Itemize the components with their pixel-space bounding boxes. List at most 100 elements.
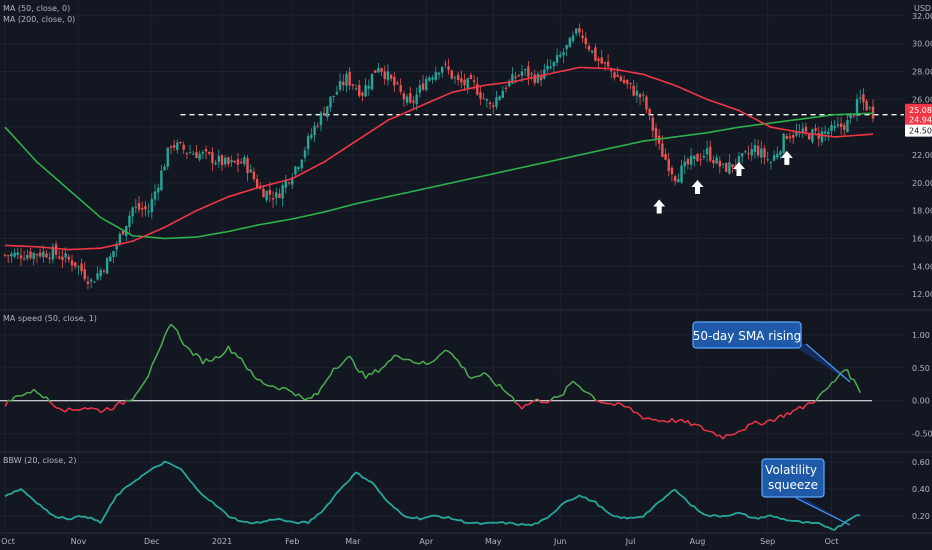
ma-speed-segment [639,414,644,420]
candle-body [450,70,453,79]
candle-body [546,65,549,70]
candle-body [686,159,690,165]
candle-body [211,152,214,164]
candle-body [696,153,699,162]
candle-body [169,146,173,148]
candle-body [208,151,211,154]
ma-speed-segment [132,394,137,401]
candle-body [185,152,189,154]
candle-body [817,133,820,139]
candle-body [795,131,798,136]
candle-body [514,76,517,79]
ma-speed-segment [202,358,207,365]
ma-speed-segment [856,385,861,394]
ma-speed-segment [757,422,762,426]
ma-speed-segment [387,359,392,363]
candle-body [488,102,492,105]
candle-body [335,91,339,95]
candle-body [833,126,836,129]
ma-speed-segment [805,401,810,406]
x-tick-label: Nov [71,537,87,546]
ma-speed-segment [658,419,663,423]
ma-speed-segment [144,375,150,382]
candle-body [26,254,29,259]
x-tick-label: Jun [553,537,567,546]
ma-speed-segment [716,434,720,437]
candle-body [80,263,83,272]
candle-body [421,83,425,90]
candle-body [354,88,358,90]
ma-speed-segment [381,365,386,369]
candle-body [70,260,74,266]
ma-speed-segment [147,365,153,376]
up-arrow-marker [653,199,666,214]
ma-speed-segment [189,349,194,356]
ma-speed-segment [326,374,332,380]
price-tag-box [905,113,932,126]
ma-speed-segment [448,350,453,355]
candle-body [188,152,192,154]
ma-speed-segment [498,383,504,390]
candle-body [249,169,252,173]
y-tick-label: 30.00 [912,40,932,49]
annotation-sma-rising-text: 50-day SMA rising [693,329,802,343]
candle-body [348,71,351,86]
ma-speed-segment [301,396,306,401]
ma-speed-segment [582,389,587,393]
candle-body [434,72,438,81]
candle-body [96,273,99,280]
candle-body [284,180,288,188]
candle-body [715,157,718,164]
price-tag-box [905,124,932,137]
ma-speed-segment [176,330,182,340]
candle-body [361,92,364,96]
moving-averages [4,66,874,251]
ma-speed-segment [422,360,427,365]
candle-body [243,157,246,165]
candle-body [64,253,67,258]
ma-speed-segment [802,404,807,410]
candle-body [86,281,90,284]
ma-speed-segment [320,383,325,389]
ma-speed-segment [505,391,510,396]
candle-body [198,153,201,160]
ma-speed-segment [547,399,552,404]
candle-body [440,66,444,73]
candle-body [48,257,51,259]
candle-body [689,155,693,165]
candle-body [134,206,138,208]
ma-speed-segment [531,399,536,403]
candle-body [351,84,355,87]
candle-body [402,93,406,100]
candle-body [428,77,431,81]
candle-body [99,269,102,277]
ma-speed-segment [336,365,341,370]
ma-speed-segment [84,407,89,410]
ma-speed-segment [259,379,265,385]
ma-speed-segment [416,362,421,365]
ma-speed-segment [170,323,175,328]
ma-speed-segment [157,344,163,353]
candle-body [740,153,744,157]
candle-body [281,185,284,199]
candle-body [367,85,370,89]
ma-speed-segment [521,404,526,410]
candle-body [310,134,313,138]
candle-body [342,81,345,86]
candle-body [358,85,361,96]
ma-speed-segment [668,417,673,423]
candle-body [303,150,307,158]
ma-speed-segment [227,345,233,354]
candle-body [571,35,575,42]
candle-body [626,79,629,84]
candle-body [182,144,185,150]
candle-body [498,96,501,100]
candle-body [32,252,35,260]
candle-body [606,61,610,67]
ma-speed-segment [569,380,574,385]
ma-speed-segment [655,418,660,423]
annotation-volatility-line1: Volatility [765,463,817,477]
candle-body [527,66,530,78]
ma-speed-segment [678,418,682,422]
candle-body [287,182,291,184]
